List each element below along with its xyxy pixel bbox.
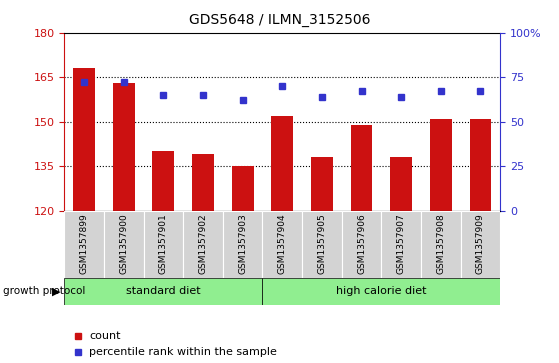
Bar xyxy=(104,211,144,278)
Text: GSM1357903: GSM1357903 xyxy=(238,214,247,274)
Text: high calorie diet: high calorie diet xyxy=(336,286,427,296)
Bar xyxy=(263,211,302,278)
Text: GSM1357908: GSM1357908 xyxy=(437,214,446,274)
Text: growth protocol: growth protocol xyxy=(3,286,85,297)
Bar xyxy=(144,211,183,278)
Bar xyxy=(183,211,223,278)
Bar xyxy=(192,154,214,211)
Text: GSM1357904: GSM1357904 xyxy=(278,214,287,274)
Bar xyxy=(302,211,342,278)
Bar xyxy=(350,125,372,211)
Text: ▶: ▶ xyxy=(51,286,60,297)
Bar xyxy=(342,211,381,278)
Bar xyxy=(390,157,412,211)
Text: GSM1357906: GSM1357906 xyxy=(357,214,366,274)
Bar xyxy=(232,166,254,211)
Text: GSM1357902: GSM1357902 xyxy=(198,214,207,274)
Text: GSM1357909: GSM1357909 xyxy=(476,214,485,274)
Bar xyxy=(64,278,263,305)
Bar xyxy=(430,119,452,211)
Bar xyxy=(64,211,104,278)
Bar xyxy=(263,278,500,305)
Bar xyxy=(421,211,461,278)
Text: count: count xyxy=(89,331,121,341)
Bar xyxy=(153,151,174,211)
Text: GDS5648 / ILMN_3152506: GDS5648 / ILMN_3152506 xyxy=(189,13,370,27)
Bar xyxy=(223,211,263,278)
Bar xyxy=(381,211,421,278)
Text: standard diet: standard diet xyxy=(126,286,201,296)
Bar xyxy=(311,157,333,211)
Text: GSM1357900: GSM1357900 xyxy=(119,214,128,274)
Bar xyxy=(272,116,293,211)
Text: GSM1357901: GSM1357901 xyxy=(159,214,168,274)
Text: percentile rank within the sample: percentile rank within the sample xyxy=(89,347,277,357)
Bar xyxy=(113,83,135,211)
Bar xyxy=(73,68,95,211)
Text: GSM1357899: GSM1357899 xyxy=(79,214,89,274)
Bar xyxy=(461,211,500,278)
Text: GSM1357907: GSM1357907 xyxy=(397,214,406,274)
Text: GSM1357905: GSM1357905 xyxy=(318,214,326,274)
Bar xyxy=(470,119,491,211)
